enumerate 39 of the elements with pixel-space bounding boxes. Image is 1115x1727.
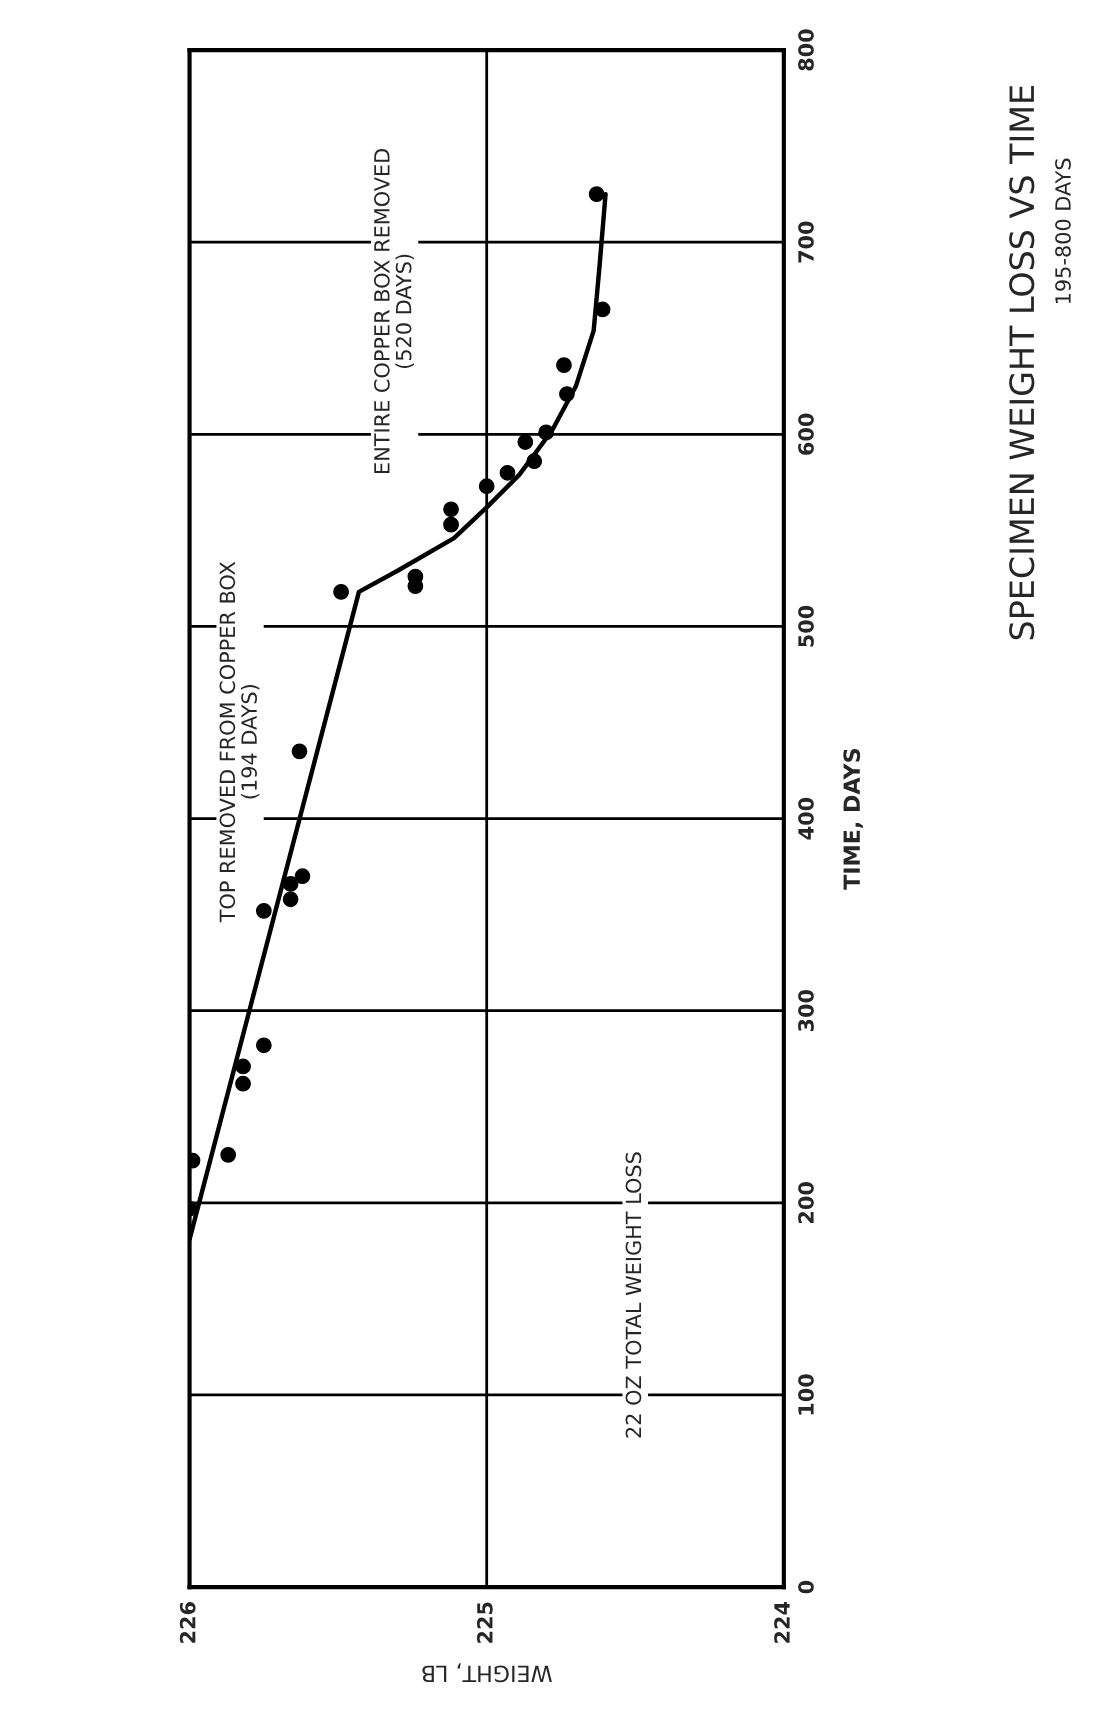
y-tick-label: 800 [798,29,814,71]
point [478,478,495,495]
y-tick-label: 300 [798,989,814,1032]
point [526,453,543,470]
annotation: ENTIRE COPPER BOX REMOVED (520 DAYS) [374,149,414,473]
y-tick-label: 400 [798,797,814,840]
text: 195-800 DAYS [1055,158,1071,304]
point [282,891,299,908]
y-tick-label: 600 [798,413,814,455]
x-tick-label: 225 [476,1602,493,1643]
point [235,1058,251,1075]
annotation: 22 OZ TOTAL WEIGHT LOSS [625,1152,642,1438]
point [443,501,459,518]
text: SPECIMEN WEIGHT LOSS VS TIME [1009,86,1035,640]
point [559,386,575,402]
point [294,868,311,885]
annotation: TOP REMOVED FROM COPPER BOX (194 DAYS) [219,561,260,923]
point [255,902,272,919]
point [220,1146,237,1163]
point [517,434,534,450]
point [556,357,572,374]
y-tick-label: 700 [798,221,814,263]
point [499,464,516,481]
point [443,516,459,533]
point [333,584,349,600]
x-axis-title: WEIGHT, LB [422,1663,552,1683]
y-tick-label: 0 [798,1580,814,1594]
y-tick-label: 500 [798,605,814,647]
point [538,424,554,441]
y-axis-title: TIME, DAYS [843,748,863,890]
x-tick-label: 224 [774,1601,790,1643]
point [291,743,308,760]
y-tick-label: 100 [798,1374,814,1415]
point [588,186,605,203]
point [282,876,299,892]
point [255,1037,272,1054]
y-tick-label: 200 [798,1182,814,1223]
point [235,1075,251,1092]
x-tick-label: 226 [179,1602,196,1643]
